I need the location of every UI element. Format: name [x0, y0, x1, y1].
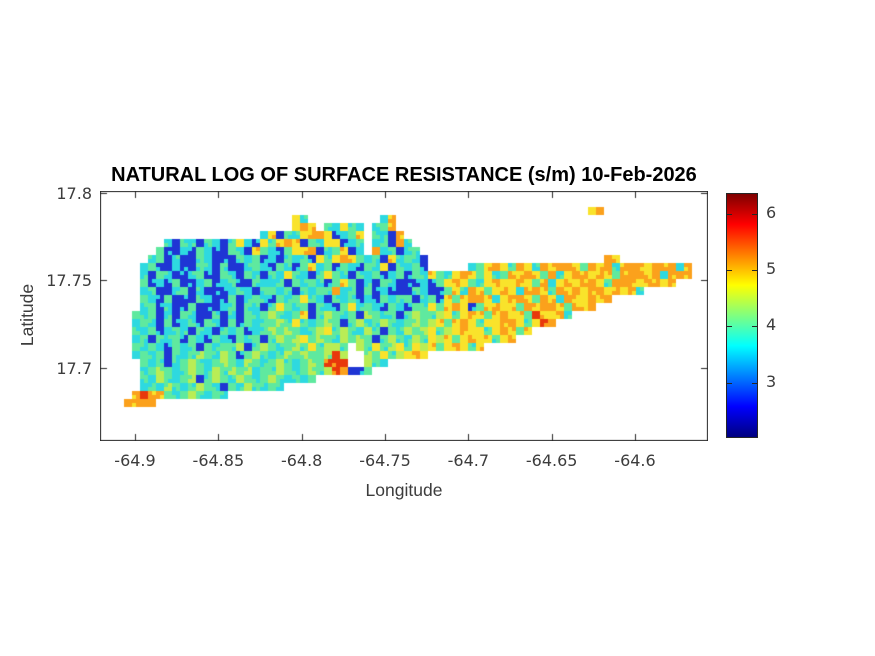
x-tick-label: -64.6 — [614, 451, 656, 470]
x-tick-label: -64.65 — [525, 451, 578, 470]
x-tick-label: -64.7 — [447, 451, 490, 470]
colorbar-tick — [727, 326, 732, 328]
colorbar-tick — [752, 213, 757, 215]
colorbar-tick-label: 6 — [766, 202, 777, 222]
colorbar-tick-label: 5 — [766, 259, 777, 279]
colorbar-tick — [727, 213, 732, 215]
colorbar-tick — [752, 382, 757, 384]
colorbar-tick-label: 3 — [766, 371, 777, 391]
colorbar-tick — [727, 270, 732, 272]
colorbar-tick-label: 4 — [766, 315, 777, 335]
colorbar-gradient — [727, 194, 757, 437]
x-tick-label: -64.8 — [280, 451, 323, 470]
y-tick-label: 17.8 — [56, 183, 92, 203]
colorbar — [726, 193, 758, 438]
y-tick-label: 17.7 — [56, 358, 92, 378]
chart-title: NATURAL LOG OF SURFACE RESISTANCE (s/m) … — [111, 164, 697, 186]
island-heatmap-canvas — [100, 191, 708, 441]
colorbar-tick — [727, 382, 732, 384]
y-tick-label: 17.75 — [46, 271, 92, 291]
x-tick-label: -64.85 — [192, 451, 245, 470]
y-axis-label: Latitude — [17, 283, 37, 347]
colorbar-tick — [752, 326, 757, 328]
plot-area — [100, 191, 708, 441]
x-axis-label: Longitude — [365, 480, 443, 500]
x-tick-label: -64.75 — [359, 451, 411, 470]
colorbar-tick — [752, 270, 757, 272]
x-tick-label: -64.9 — [114, 451, 156, 470]
